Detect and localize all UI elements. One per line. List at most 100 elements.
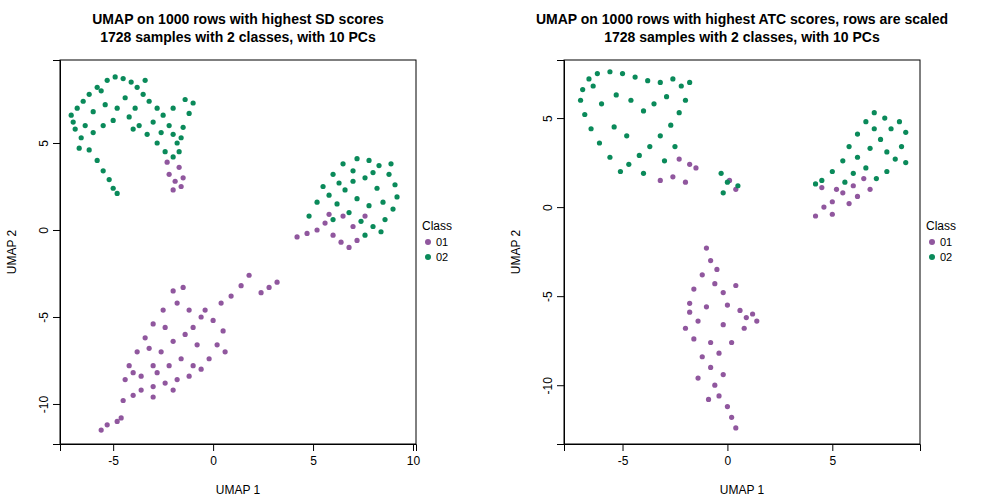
point — [187, 374, 192, 379]
point — [378, 229, 383, 234]
tick-label: 0 — [210, 454, 217, 468]
point — [151, 394, 156, 399]
point — [668, 123, 673, 128]
point — [199, 367, 204, 372]
point — [874, 176, 879, 181]
point — [735, 183, 740, 188]
point — [633, 74, 638, 79]
point — [719, 171, 724, 176]
point — [229, 294, 234, 299]
tick-label: -5 — [37, 312, 51, 323]
point — [725, 404, 730, 409]
point — [183, 97, 188, 102]
point — [177, 165, 182, 170]
tick-label: -10 — [541, 377, 555, 395]
title: UMAP on 1000 rows with highest SD scores — [92, 11, 384, 27]
point — [903, 160, 908, 165]
point — [840, 158, 845, 163]
point — [191, 363, 196, 368]
points — [578, 69, 908, 430]
point — [258, 290, 263, 295]
point — [716, 393, 721, 398]
point — [821, 205, 826, 210]
point — [374, 186, 379, 191]
point — [878, 137, 883, 142]
point — [167, 123, 172, 128]
x-axis: -505 — [565, 444, 921, 468]
point — [819, 178, 824, 183]
point — [179, 184, 184, 189]
panel: -5 0 5-10 -5 0 5 UMAP on 1000 rows with highes… — [509, 11, 956, 497]
series-points — [69, 74, 400, 238]
point — [266, 285, 271, 290]
point — [651, 101, 656, 106]
point — [101, 123, 106, 128]
point — [708, 365, 713, 370]
tick-mark — [113, 444, 114, 451]
point — [171, 187, 176, 192]
point — [863, 165, 868, 170]
tick-label: 0 — [725, 454, 732, 468]
series-points — [578, 69, 908, 195]
point — [179, 356, 184, 361]
point — [165, 160, 170, 165]
point — [163, 149, 168, 154]
point — [683, 180, 688, 185]
point — [151, 363, 156, 368]
point — [350, 224, 355, 229]
tick: 0 — [37, 227, 60, 234]
point — [131, 370, 136, 375]
point — [191, 100, 196, 105]
point — [884, 149, 889, 154]
point — [607, 155, 612, 160]
tick-label: -5 — [618, 454, 629, 468]
point — [897, 119, 902, 124]
tick: -5 — [108, 444, 119, 468]
tick-label: 0 — [37, 227, 51, 234]
tick-mark — [557, 296, 564, 297]
tick: 5 — [541, 115, 564, 122]
point — [607, 69, 612, 74]
point — [159, 349, 164, 354]
point — [851, 183, 856, 188]
point — [171, 106, 176, 111]
point — [95, 158, 100, 163]
point — [171, 132, 176, 137]
point — [830, 169, 835, 174]
point — [855, 194, 860, 199]
y-axis-title: UMAP 2 — [509, 229, 523, 274]
point — [641, 108, 646, 113]
point — [714, 267, 719, 272]
point — [326, 193, 331, 198]
point — [637, 153, 642, 158]
point — [133, 106, 138, 111]
point — [620, 71, 625, 76]
point — [872, 126, 877, 131]
point — [830, 212, 835, 217]
point — [737, 308, 742, 313]
point — [708, 258, 713, 263]
tick: 0 — [210, 444, 217, 468]
point — [708, 340, 713, 345]
point — [855, 155, 860, 160]
point — [700, 354, 705, 359]
point — [99, 88, 104, 93]
point — [187, 307, 192, 312]
point — [729, 340, 734, 345]
x-axis-title: UMAP 1 — [720, 483, 765, 497]
point — [123, 377, 128, 382]
point — [388, 161, 393, 166]
point — [246, 273, 251, 278]
point — [143, 78, 148, 83]
point — [87, 147, 92, 152]
tick-label: -5 — [541, 291, 555, 302]
y-axis: -10 -5 0 5 — [541, 61, 565, 445]
point — [181, 125, 186, 130]
tick-label: 0 — [541, 204, 555, 211]
point — [834, 187, 839, 192]
point — [366, 158, 371, 163]
point — [677, 110, 682, 115]
point — [597, 140, 602, 145]
axis-line — [557, 61, 565, 445]
title: UMAP on 1000 rows with highest ATC score… — [536, 11, 948, 27]
